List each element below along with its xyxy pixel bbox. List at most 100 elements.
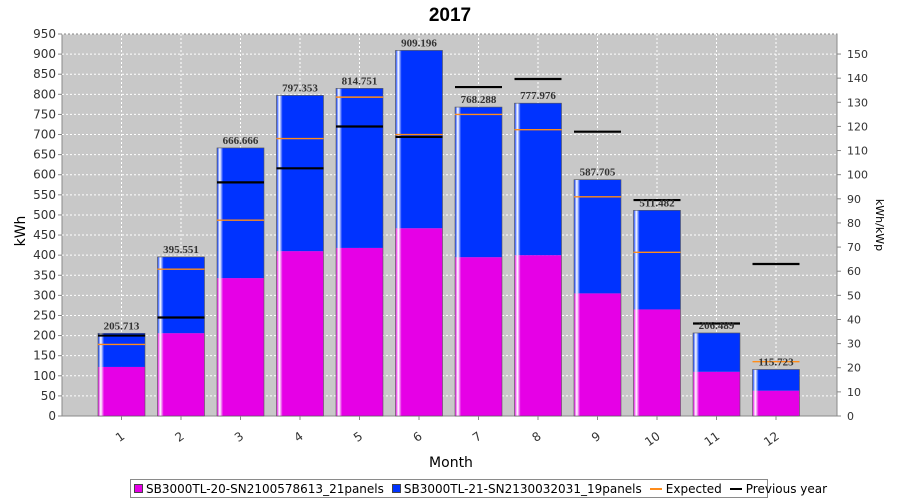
- bar-series-2: [633, 210, 681, 310]
- x-tick-label: 5: [351, 429, 365, 445]
- bar-total-label: 395.551: [163, 244, 199, 256]
- y-tick-label: 450: [33, 228, 56, 242]
- legend-item-previous-year: Previous year: [729, 481, 828, 496]
- x-tick-label: 7: [470, 429, 484, 445]
- bar-total-label: 666.666: [223, 135, 259, 147]
- y-axis-label: kWh: [13, 216, 29, 247]
- legend-item-expected: Expected: [649, 481, 722, 496]
- x-tick-label: 4: [291, 429, 305, 445]
- y2-axis-label: kWh/kWp: [873, 199, 886, 251]
- bar-series-1: [157, 333, 205, 416]
- bar-series-2: [395, 50, 443, 229]
- bar-total-label: 205.713: [104, 320, 140, 332]
- bar-series-1: [752, 390, 800, 416]
- y2-tick-label: 50: [847, 289, 861, 302]
- legend-swatch-blue: [391, 484, 401, 493]
- y2-tick-label: 60: [847, 265, 861, 278]
- x-tick-label: 6: [410, 429, 424, 445]
- bar-total-label: 206.489: [699, 320, 735, 332]
- bar-series-2: [98, 333, 145, 367]
- y2-tick-label: 100: [847, 169, 868, 182]
- legend: SB3000TL-20-SN2100578613_21panels SB3000…: [130, 479, 827, 498]
- bar-series-2: [514, 103, 562, 256]
- x-tick-label: 2: [172, 429, 186, 445]
- legend-swatch-black-line: [729, 487, 742, 490]
- y2-tick-label: 10: [847, 386, 861, 399]
- bar-series-2: [752, 369, 800, 391]
- bar-series-1: [574, 293, 621, 416]
- y-tick-label: 100: [33, 369, 56, 383]
- bar-series-1: [336, 247, 383, 416]
- bar-total-label: 797.353: [282, 82, 318, 94]
- y2-tick-label: 120: [847, 120, 868, 133]
- x-tick-label: 10: [642, 429, 663, 449]
- y2-tick-label: 110: [847, 145, 868, 158]
- y-tick-label: 550: [33, 188, 56, 202]
- y2-tick-label: 140: [847, 72, 868, 85]
- y2-tick-label: 150: [847, 48, 868, 61]
- y-tick-label: 50: [41, 389, 56, 403]
- bar-total-label: 587.705: [580, 167, 616, 179]
- chart-title: 2017: [429, 5, 471, 26]
- legend-item-series-1: SB3000TL-20-SN2100578613_21panels: [134, 482, 384, 496]
- bar-total-label: 909.196: [401, 37, 437, 49]
- bar-series-1: [693, 371, 740, 416]
- bar-series-1: [633, 309, 681, 416]
- x-tick-label: 9: [589, 429, 603, 445]
- y2-tick-label: 80: [847, 217, 861, 230]
- bar-series-2: [217, 147, 264, 279]
- legend-label-expected: Expected: [665, 481, 722, 496]
- y2-tick-label: 70: [847, 241, 861, 254]
- y-tick-label: 200: [33, 329, 56, 343]
- bar-series-2: [574, 179, 621, 294]
- y2-tick-label: 90: [847, 193, 861, 206]
- y2-tick-label: 30: [847, 338, 861, 351]
- y2-tick-label: 0: [847, 410, 854, 423]
- bar-total-label: 511.482: [639, 197, 675, 209]
- bar-total-label: 777.976: [520, 90, 556, 102]
- x-tick-label: 8: [529, 429, 543, 445]
- bar-total-label: 115.723: [758, 356, 794, 368]
- y-tick-label: 300: [33, 288, 56, 302]
- y2-tick-label: 40: [847, 313, 861, 326]
- legend-item-series-2: SB3000TL-21-SN2130032031_19panels: [391, 481, 642, 496]
- y-tick-label: 0: [48, 409, 56, 423]
- y-tick-label: 650: [33, 148, 56, 162]
- y2-tick-label: 20: [847, 362, 861, 375]
- bar-series-2: [455, 107, 502, 258]
- legend-label-series-1: SB3000TL-20-SN2100578613_21panels: [146, 481, 384, 496]
- y-tick-label: 500: [33, 208, 56, 222]
- y-tick-label: 350: [33, 268, 56, 282]
- bar-series-1: [455, 257, 502, 416]
- y2-tick-label: 130: [847, 96, 868, 109]
- x-tick-label: 12: [761, 429, 782, 449]
- bar-series-2: [276, 95, 324, 252]
- y-tick-label: 850: [33, 67, 56, 81]
- y-tick-label: 250: [33, 308, 56, 322]
- bar-series-2: [157, 256, 205, 334]
- y-tick-label: 600: [33, 168, 56, 182]
- bars: [97, 50, 800, 417]
- bar-total-label: 814.751: [342, 75, 378, 87]
- x-tick-label: 3: [232, 429, 246, 445]
- legend-swatch-magenta: [134, 484, 143, 493]
- x-tick-label: 1: [113, 429, 127, 445]
- bar-series-1: [395, 228, 443, 416]
- legend-label-previous-year: Previous year: [745, 481, 828, 496]
- y-tick-label: 950: [33, 27, 56, 41]
- bar-series-1: [514, 255, 562, 416]
- bar-series-2: [336, 88, 383, 248]
- y-tick-label: 800: [33, 87, 56, 101]
- bar-series-1: [217, 278, 264, 416]
- reference-markers: [98, 77, 800, 363]
- y-tick-label: 900: [33, 47, 56, 61]
- bar-total-label: 768.288: [461, 94, 497, 106]
- y-tick-label: 750: [33, 107, 56, 121]
- x-axis-label: Month: [429, 455, 473, 471]
- legend-swatch-orange-line: [649, 487, 662, 490]
- legend-label-series-2: SB3000TL-21-SN2130032031_19panels: [403, 481, 642, 496]
- y-tick-label: 700: [33, 128, 56, 142]
- value-labels: 205.713 395.551 666.666 797.353 814.751 909.1…: [104, 37, 794, 368]
